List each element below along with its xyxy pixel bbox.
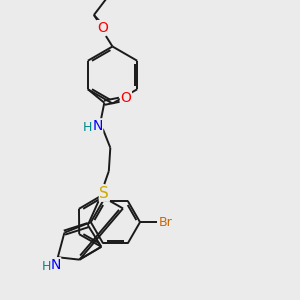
Text: O: O [121,91,131,105]
Text: N: N [92,119,103,133]
Text: O: O [97,21,108,34]
Text: N: N [50,258,61,272]
Text: H: H [82,121,92,134]
Text: H: H [42,260,51,273]
Text: S: S [99,186,109,201]
Text: Br: Br [159,216,173,229]
